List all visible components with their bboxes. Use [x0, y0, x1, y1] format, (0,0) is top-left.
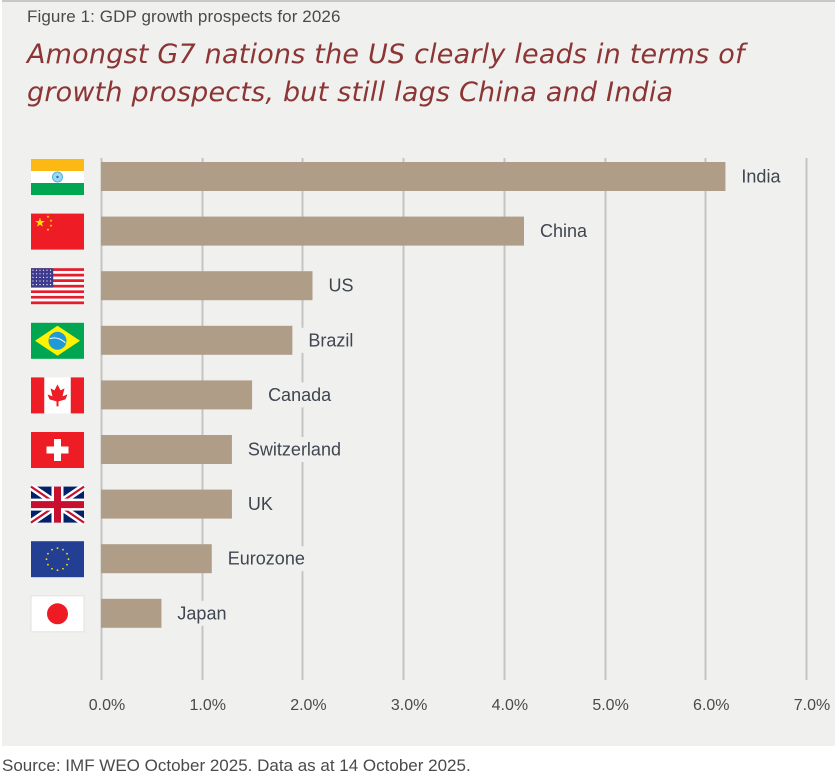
chart-headline: Amongst G7 nations the US clearly leads … [27, 36, 807, 112]
headline-line-1: Amongst G7 nations the US clearly leads … [27, 39, 745, 70]
bar-brazil [101, 325, 293, 355]
india-flag-icon [31, 159, 84, 195]
bar-uk [101, 489, 232, 519]
uk-flag-icon [29, 483, 86, 526]
x-tick-label: 1.0% [189, 697, 225, 714]
bar-canada [101, 380, 253, 410]
label-backdrop [320, 273, 362, 299]
china-flag-icon [31, 213, 84, 250]
bar-chart: India China US Brazil Canada Switzerland UK Eur… [29, 158, 830, 714]
category-label: Canada [268, 385, 332, 405]
category-label: China [540, 221, 588, 241]
category-label: India [741, 167, 781, 187]
x-tick-label: 4.0% [492, 697, 528, 714]
label-backdrop [300, 327, 362, 353]
category-label: Eurozone [228, 549, 305, 569]
headline-line-2: growth prospects, but still lags China a… [27, 77, 674, 108]
bars [101, 162, 726, 628]
x-tick-label: 3.0% [391, 697, 427, 714]
label-backdrop [239, 491, 281, 517]
label-backdrop [733, 164, 790, 189]
x-tick-label: 5.0% [592, 697, 628, 714]
category-label: Brazil [308, 330, 353, 350]
x-tick-label: 7.0% [794, 697, 830, 714]
eu-flag-icon [31, 541, 84, 578]
bar-us [101, 271, 313, 301]
bar-japan [101, 598, 162, 628]
japan-flag-icon [30, 595, 85, 633]
source-note: Source: IMF WEO October 2025. Data as at… [2, 756, 471, 775]
label-backdrop [239, 437, 349, 462]
figure-label: Figure 1: GDP growth prospects for 2026 [27, 7, 341, 26]
x-tick-label: 2.0% [290, 697, 326, 714]
x-tick-label: 6.0% [693, 697, 729, 714]
switzerland-flag-icon [31, 432, 84, 468]
bar-india [101, 162, 726, 191]
label-backdrop [260, 382, 341, 408]
bar-eurozone [101, 544, 212, 574]
category-labels: India China US Brazil Canada Switzerland UK Eur… [169, 164, 790, 626]
canada-flag-icon [31, 377, 84, 414]
category-label: UK [248, 494, 273, 514]
bar-china [101, 216, 524, 246]
us-flag-icon [31, 268, 84, 305]
bar-switzerland [101, 435, 232, 464]
brazil-flag-icon [31, 322, 84, 359]
flags [29, 159, 86, 633]
label-backdrop [219, 546, 313, 572]
label-backdrop [532, 218, 597, 244]
x-tick-label: 0.0% [89, 697, 125, 714]
label-backdrop [169, 600, 235, 626]
category-label: US [329, 276, 354, 296]
x-axis-ticks: 0.0% 1.0% 2.0% 3.0% 4.0% 5.0% 6.0% 7.0% [89, 697, 830, 714]
category-label: Switzerland [248, 440, 341, 460]
category-label: Japan [177, 603, 226, 623]
